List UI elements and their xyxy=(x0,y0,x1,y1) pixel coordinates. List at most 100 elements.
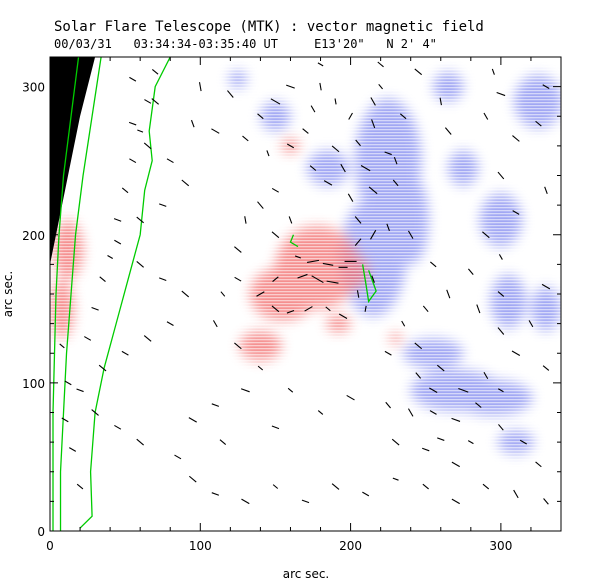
field-vector xyxy=(286,84,295,89)
field-vector xyxy=(220,291,226,297)
field-vector xyxy=(190,119,195,128)
contour-line xyxy=(59,57,102,531)
field-vector xyxy=(113,218,122,222)
field-vector xyxy=(451,417,461,422)
field-vector xyxy=(378,83,384,90)
field-vector xyxy=(356,290,360,298)
field-vector xyxy=(512,210,520,215)
field-vector xyxy=(360,164,371,172)
field-vector xyxy=(271,305,280,313)
field-vector xyxy=(542,365,550,371)
y-tick-label: 300 xyxy=(22,81,45,95)
field-vector xyxy=(543,498,549,505)
field-vector xyxy=(512,135,520,142)
y-axis-label: arc sec. xyxy=(1,271,15,317)
field-vector xyxy=(322,262,334,266)
field-vector xyxy=(121,187,129,194)
vector-layer xyxy=(59,61,551,505)
scanline-overlay xyxy=(50,57,561,531)
field-vector xyxy=(414,342,423,350)
field-vector xyxy=(354,238,362,246)
field-vector xyxy=(159,203,167,207)
field-vector xyxy=(84,336,92,341)
field-vector xyxy=(444,127,452,135)
field-vector xyxy=(422,305,429,313)
field-vector xyxy=(272,484,279,489)
field-vector xyxy=(331,483,340,490)
field-vector xyxy=(76,388,84,393)
field-vector xyxy=(272,276,279,283)
y-tick-label: 0 xyxy=(37,525,45,539)
field-vector xyxy=(407,408,414,417)
field-vector xyxy=(137,129,144,133)
field-vector xyxy=(64,380,72,386)
field-vector xyxy=(437,437,445,441)
field-vector xyxy=(496,91,506,97)
field-vector xyxy=(368,186,378,195)
field-vector xyxy=(354,216,362,224)
field-vector xyxy=(326,280,339,284)
x-tick-label: 100 xyxy=(189,539,212,553)
field-vector xyxy=(439,97,442,106)
field-vector xyxy=(234,246,242,253)
field-vector xyxy=(323,180,333,186)
field-vector xyxy=(346,394,355,401)
field-vector xyxy=(497,171,505,180)
field-vector xyxy=(114,239,122,245)
field-vector xyxy=(143,142,152,150)
field-vector xyxy=(257,201,264,209)
off-disk-region xyxy=(50,57,96,265)
field-vector xyxy=(414,68,423,76)
field-vector xyxy=(271,231,280,239)
field-vector xyxy=(257,113,264,120)
field-vector xyxy=(107,254,113,259)
field-vector xyxy=(129,76,137,82)
field-vector xyxy=(392,179,399,187)
field-vector xyxy=(59,343,65,349)
field-vector xyxy=(198,82,202,92)
field-vector xyxy=(136,261,144,268)
field-vector xyxy=(76,483,84,490)
field-vector xyxy=(294,255,301,259)
solar-limb-layer xyxy=(50,57,96,265)
field-vector xyxy=(128,121,137,126)
field-vector xyxy=(392,477,399,481)
field-vector xyxy=(347,193,354,202)
x-tick-label: 0 xyxy=(46,539,54,553)
field-vector xyxy=(334,98,337,105)
field-vector xyxy=(535,120,542,127)
field-vector xyxy=(386,223,390,232)
field-vector xyxy=(309,165,317,171)
field-vector xyxy=(61,417,69,423)
field-vector xyxy=(340,163,346,173)
field-vector xyxy=(370,97,376,106)
field-vector xyxy=(317,410,324,415)
field-vector xyxy=(451,498,460,505)
field-vector xyxy=(143,335,152,342)
field-vector xyxy=(370,229,377,240)
contour-line xyxy=(289,234,299,248)
field-vector xyxy=(211,128,220,134)
field-vector xyxy=(451,461,460,468)
title: Solar Flare Telescope (MTK) : vector mag… xyxy=(54,19,484,35)
field-vector xyxy=(306,259,320,263)
field-vector xyxy=(491,68,495,75)
field-vector xyxy=(317,62,324,67)
field-vector xyxy=(497,327,505,335)
field-vector xyxy=(91,409,99,416)
field-vector xyxy=(211,492,220,496)
field-vector xyxy=(188,417,197,423)
field-vector xyxy=(458,387,469,393)
field-vector xyxy=(362,491,370,497)
field-vector xyxy=(446,289,451,299)
field-vector xyxy=(364,305,367,312)
field-vector xyxy=(240,388,250,393)
field-vector xyxy=(430,261,437,268)
field-vector xyxy=(257,365,264,371)
field-vector xyxy=(467,440,474,445)
field-vector xyxy=(242,135,249,142)
field-vector xyxy=(391,438,400,446)
field-vector xyxy=(159,277,167,281)
field-vector xyxy=(129,158,137,164)
field-vector xyxy=(181,179,190,187)
